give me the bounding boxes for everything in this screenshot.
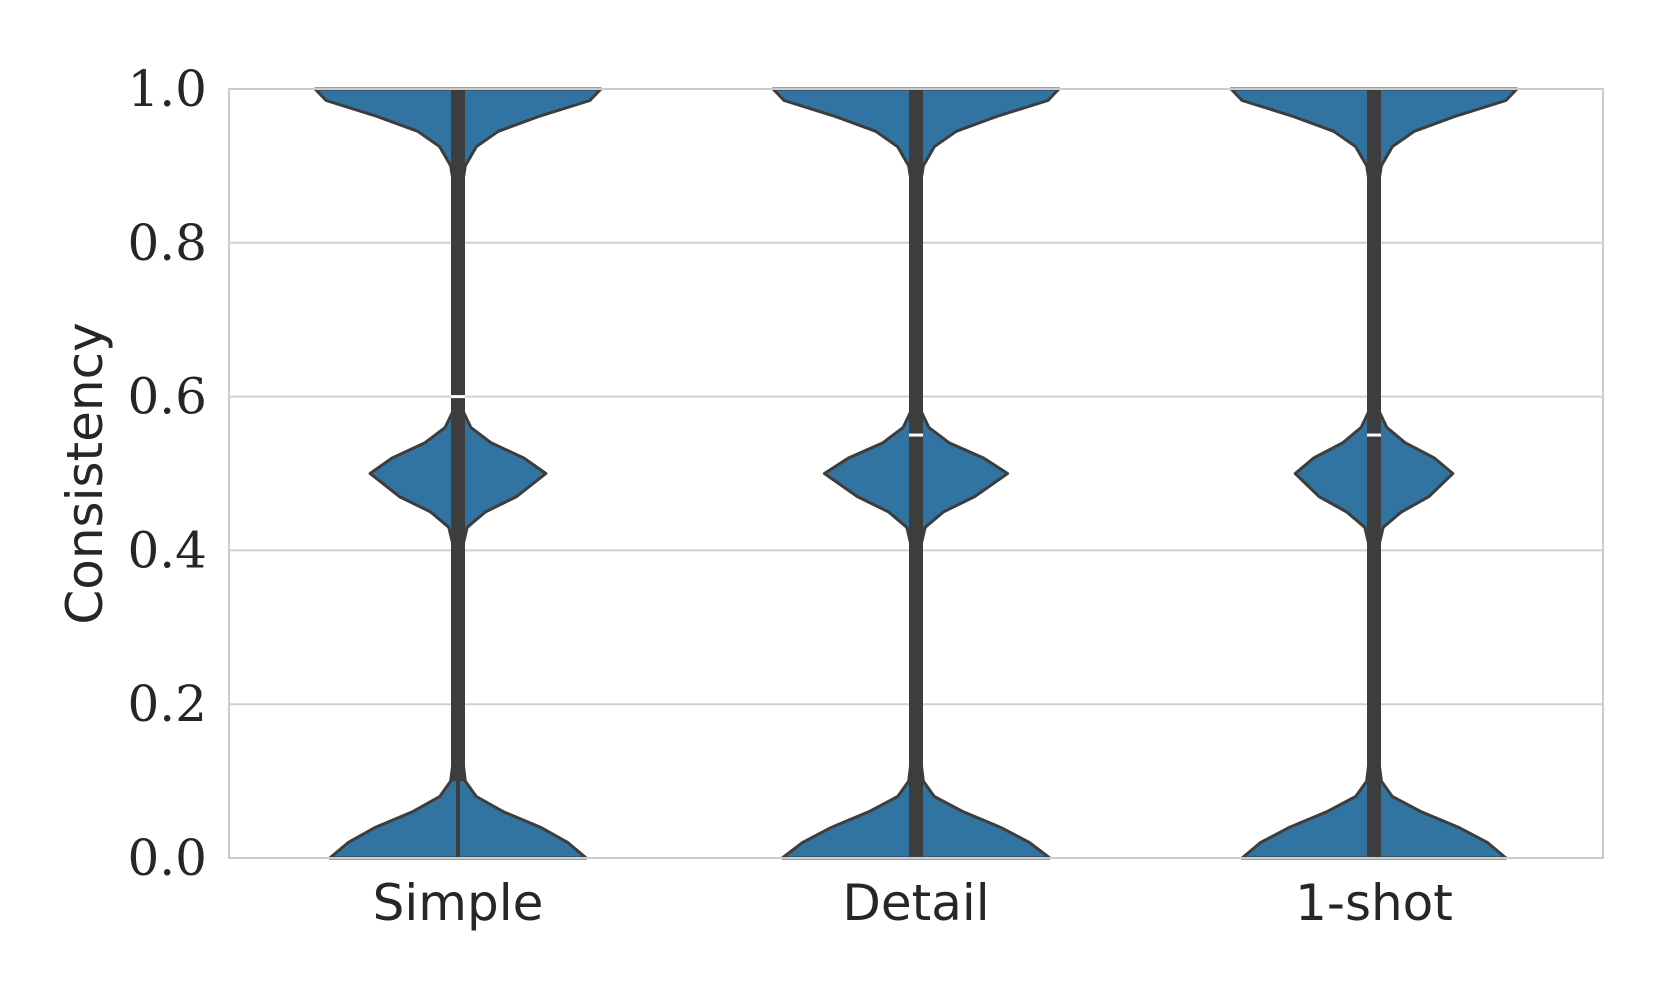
y-tick-label: 0.4	[127, 521, 207, 579]
x-tick-label: Detail	[842, 874, 989, 932]
y-axis-ticks: 0.0 0.2 0.4 0.6 0.8 1.0	[127, 60, 207, 887]
x-axis-ticks: Simple Detail 1-shot	[373, 874, 1453, 932]
y-tick-label: 1.0	[127, 60, 207, 118]
y-tick-label: 0.8	[127, 214, 207, 272]
y-tick-label: 0.6	[127, 368, 207, 426]
violins	[313, 87, 1519, 860]
violin-1-shot	[1229, 87, 1519, 860]
plot-frame	[228, 88, 1604, 859]
y-tick-label: 0.0	[127, 829, 207, 887]
violin-simple	[313, 87, 603, 860]
x-tick-label: Simple	[373, 874, 544, 932]
y-axis-label: Consistency	[56, 322, 114, 624]
violin-detail	[771, 87, 1061, 860]
y-tick-label: 0.2	[127, 675, 207, 733]
x-tick-label: 1-shot	[1295, 874, 1453, 932]
